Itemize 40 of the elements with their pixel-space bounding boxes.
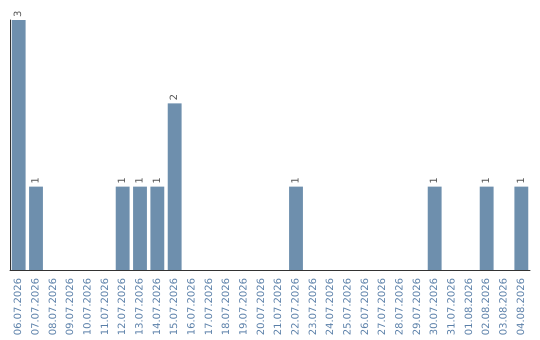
data-label: 2: [169, 94, 180, 100]
x-tick-label: 15.07.2026: [169, 278, 180, 336]
x-tick-label: 04.08.2026: [516, 278, 527, 336]
x-tick-label: 22.07.2026: [290, 278, 302, 336]
data-label: 1: [290, 177, 302, 184]
x-tick-label: 08.07.2026: [48, 278, 59, 336]
x-tick-label: 26.07.2026: [360, 278, 371, 336]
x-tick-label: 13.07.2026: [134, 278, 146, 336]
x-tick-label: 07.07.2026: [30, 278, 42, 336]
data-label: 1: [481, 177, 492, 184]
data-label: 1: [152, 177, 163, 184]
data-label: 1: [429, 177, 440, 184]
x-tick-label: 01.08.2026: [464, 278, 475, 336]
x-tick-label: 29.07.2026: [412, 278, 423, 336]
x-tick-label: 02.08.2026: [481, 278, 492, 336]
x-tick-label: 12.07.2026: [117, 278, 128, 336]
x-tick-label: 23.07.2026: [308, 278, 319, 336]
data-label: 1: [516, 177, 527, 184]
x-tick-label: 10.07.2026: [82, 278, 94, 336]
x-tick-label: 30.07.2026: [429, 278, 440, 336]
x-tick-label: 28.07.2026: [394, 278, 406, 336]
x-tick-label: 03.08.2026: [498, 278, 510, 336]
x-tick-label: 31.07.2026: [446, 278, 458, 336]
x-tick-label: 24.07.2026: [325, 278, 336, 336]
x-tick-label: 14.07.2026: [152, 278, 163, 336]
x-tick-label: 09.07.2026: [65, 278, 76, 336]
x-tick-label: 16.07.2026: [186, 278, 198, 336]
x-tick-label: 21.07.2026: [273, 278, 284, 336]
data-label: 1: [30, 177, 42, 184]
data-label: 3: [13, 10, 24, 17]
x-tick-label: 25.07.2026: [342, 278, 354, 336]
data-label: 1: [134, 177, 146, 184]
x-tick-label: 19.07.2026: [238, 278, 250, 336]
data-label: 1: [117, 177, 128, 184]
x-tick-label: 27.07.2026: [377, 278, 388, 336]
x-tick-label: 06.07.2026: [13, 278, 24, 336]
x-tick-label: 18.07.2026: [221, 278, 232, 336]
x-tick-label: 20.07.2026: [256, 278, 267, 336]
x-tick-label: 11.07.2026: [100, 278, 111, 336]
x-tick-label: 17.07.2026: [204, 278, 215, 336]
